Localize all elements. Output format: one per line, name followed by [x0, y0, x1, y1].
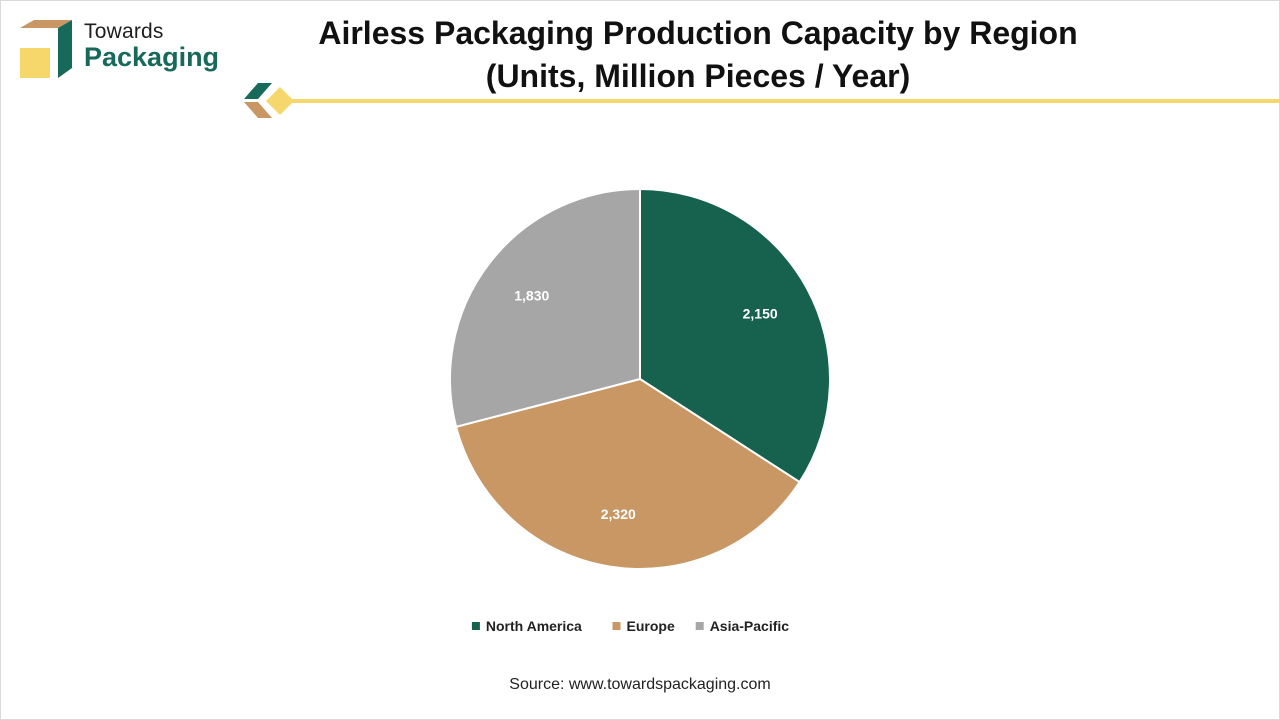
- data-label-asia-pacific: 1,830: [514, 287, 549, 303]
- legend-label-asia-pacific: Asia-Pacific: [710, 618, 790, 634]
- title-line-1: Airless Packaging Production Capacity by…: [318, 15, 1078, 51]
- logo-box-side: [58, 20, 72, 78]
- logo-text-towards: Towards: [84, 20, 164, 43]
- legend-item-asia-pacific: Asia-Pacific: [695, 618, 790, 634]
- source-text: Source: www.towardspackaging.com: [509, 676, 771, 693]
- logo-box-front: [20, 48, 50, 78]
- legend-swatch-europe: [612, 622, 621, 630]
- logo-box-top: [20, 20, 72, 28]
- data-label-north-america: 2,150: [743, 306, 778, 322]
- divider-line: [282, 99, 1280, 103]
- divider-ornament-tan: [244, 102, 272, 118]
- pie-slice-asia-pacific: [449, 187, 641, 429]
- legend-swatch-asia-pacific: [695, 622, 704, 630]
- legend-item-europe: Europe: [612, 618, 675, 634]
- legend-label-north-america: North America: [486, 618, 582, 634]
- towards-packaging-logo: [20, 20, 72, 78]
- title-divider: [244, 83, 1280, 118]
- divider-ornament-green: [244, 83, 272, 99]
- legend-label-europe: Europe: [627, 618, 675, 634]
- legend-item-north-america: North America: [471, 618, 582, 634]
- logo-text-packaging: Packaging: [84, 42, 220, 72]
- legend-swatch-north-america: [471, 622, 480, 630]
- data-label-europe: 2,320: [601, 506, 636, 522]
- pie-slice-europe: [454, 377, 801, 570]
- page-title: Airless Packaging Production Capacity by…: [300, 12, 1096, 98]
- divider-ornament-diamond: [266, 87, 294, 115]
- title-line-2: (Units, Million Pieces / Year): [485, 58, 911, 94]
